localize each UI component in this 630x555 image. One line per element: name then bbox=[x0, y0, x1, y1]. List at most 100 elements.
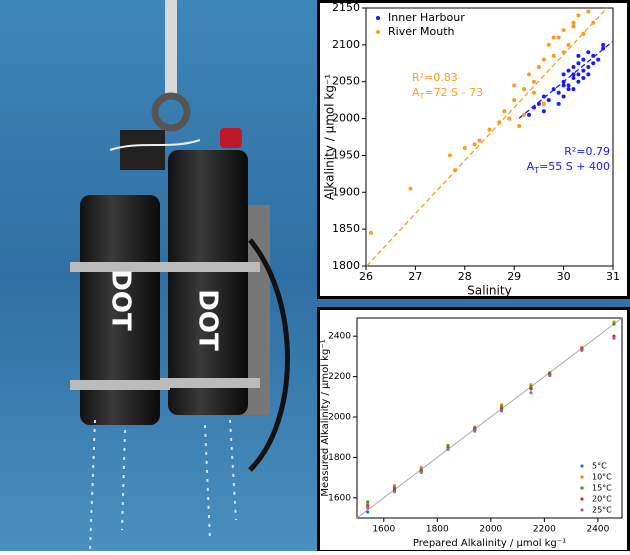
data-point bbox=[527, 72, 532, 77]
data-point bbox=[497, 120, 502, 125]
legend-label: 20°C bbox=[592, 495, 612, 504]
annotation: AT=55 S + 400 bbox=[527, 160, 610, 175]
clamp bbox=[160, 262, 260, 272]
data-point bbox=[512, 98, 517, 103]
y-tick-label: 1800 bbox=[332, 259, 360, 272]
data-point bbox=[541, 109, 546, 114]
data-point bbox=[571, 76, 576, 81]
y-tick-label: 1850 bbox=[332, 222, 360, 235]
legend-marker bbox=[376, 16, 380, 20]
data-point bbox=[556, 35, 561, 40]
legend-marker bbox=[376, 30, 380, 34]
data-point bbox=[581, 31, 586, 36]
y-tick-label: 1900 bbox=[332, 185, 360, 198]
data-point bbox=[581, 68, 586, 73]
y-tick-label: 1950 bbox=[332, 148, 360, 161]
data-point bbox=[541, 101, 546, 106]
annotation: R²=0.79 bbox=[564, 145, 610, 158]
x-tick-label: 28 bbox=[458, 270, 472, 283]
y-tick-label: 2200 bbox=[328, 372, 351, 382]
data-point bbox=[529, 387, 533, 391]
data-point bbox=[446, 447, 450, 451]
data-point bbox=[522, 87, 527, 92]
annotation: AT=72 S - 73 bbox=[412, 86, 483, 101]
annotation-part: T bbox=[533, 166, 539, 175]
annotation-part: A bbox=[412, 86, 420, 99]
data-point bbox=[512, 83, 517, 88]
water-drips bbox=[89, 419, 237, 552]
data-point bbox=[502, 109, 507, 114]
data-point bbox=[556, 90, 561, 95]
tubing bbox=[109, 139, 201, 151]
legend-marker bbox=[580, 475, 584, 479]
x-tick-label: 31 bbox=[606, 270, 620, 283]
plot-area bbox=[365, 7, 614, 267]
data-point bbox=[586, 72, 591, 77]
data-point bbox=[571, 64, 576, 69]
y-tick-label: 2100 bbox=[332, 38, 360, 51]
x-tick-label: 2200 bbox=[533, 525, 556, 535]
y-tick-label: 2000 bbox=[332, 112, 360, 125]
data-point bbox=[368, 230, 373, 235]
data-point bbox=[586, 9, 591, 14]
legend-marker bbox=[580, 497, 584, 501]
legend-label: 5°C bbox=[592, 462, 607, 471]
data-point bbox=[581, 76, 586, 81]
data-point bbox=[536, 64, 541, 69]
data-point bbox=[571, 87, 576, 92]
rope bbox=[165, 0, 177, 95]
data-point bbox=[612, 322, 616, 326]
data-point bbox=[561, 94, 566, 99]
data-point bbox=[571, 20, 576, 25]
data-point bbox=[576, 72, 581, 77]
data-point bbox=[507, 116, 512, 121]
annotation-part: A bbox=[527, 160, 535, 173]
x-tick-label: 30 bbox=[557, 270, 571, 283]
data-point bbox=[561, 28, 566, 33]
fit-line bbox=[366, 7, 608, 267]
y-axis-label: Measured Alkalinity / µmol kg⁻¹ bbox=[320, 339, 331, 496]
red-cap bbox=[220, 128, 242, 148]
x-tick-label: 29 bbox=[507, 270, 521, 283]
data-point bbox=[541, 57, 546, 62]
data-point bbox=[473, 429, 477, 433]
legend-label: 10°C bbox=[592, 473, 612, 482]
legend-marker bbox=[580, 486, 584, 490]
back-cylinder bbox=[120, 130, 165, 170]
data-point bbox=[392, 490, 397, 494]
data-point bbox=[366, 510, 370, 514]
data-point bbox=[566, 68, 571, 73]
data-point bbox=[591, 53, 596, 58]
data-point bbox=[531, 79, 536, 84]
data-point bbox=[566, 83, 571, 88]
data-point bbox=[529, 391, 533, 395]
annotation-part: T bbox=[419, 92, 425, 101]
data-point bbox=[561, 79, 566, 84]
data-point bbox=[499, 409, 504, 413]
data-point bbox=[531, 90, 536, 95]
legend-marker bbox=[580, 508, 584, 512]
data-point bbox=[551, 53, 556, 58]
data-point bbox=[586, 50, 591, 55]
data-point bbox=[517, 123, 522, 128]
cylinder-left bbox=[80, 195, 160, 425]
data-point bbox=[541, 94, 546, 99]
data-point bbox=[487, 127, 492, 132]
clamp bbox=[160, 378, 260, 388]
data-point bbox=[591, 61, 596, 66]
x-axis-label: Salinity bbox=[467, 284, 511, 298]
legend-label: 25°C bbox=[592, 506, 612, 515]
y-tick-label: 2400 bbox=[328, 332, 351, 342]
data-point bbox=[601, 46, 606, 51]
data-point bbox=[601, 42, 606, 47]
data-point bbox=[580, 348, 584, 352]
data-point bbox=[612, 336, 616, 340]
data-point bbox=[566, 87, 571, 92]
fit-line bbox=[518, 40, 614, 119]
x-axis-label: Prepared Alkalinity / µmol kg⁻¹ bbox=[413, 538, 566, 549]
legend-label: Inner Harbour bbox=[388, 11, 465, 24]
x-tick-label: 1600 bbox=[372, 525, 395, 535]
data-point bbox=[522, 112, 527, 117]
data-point bbox=[551, 87, 556, 92]
